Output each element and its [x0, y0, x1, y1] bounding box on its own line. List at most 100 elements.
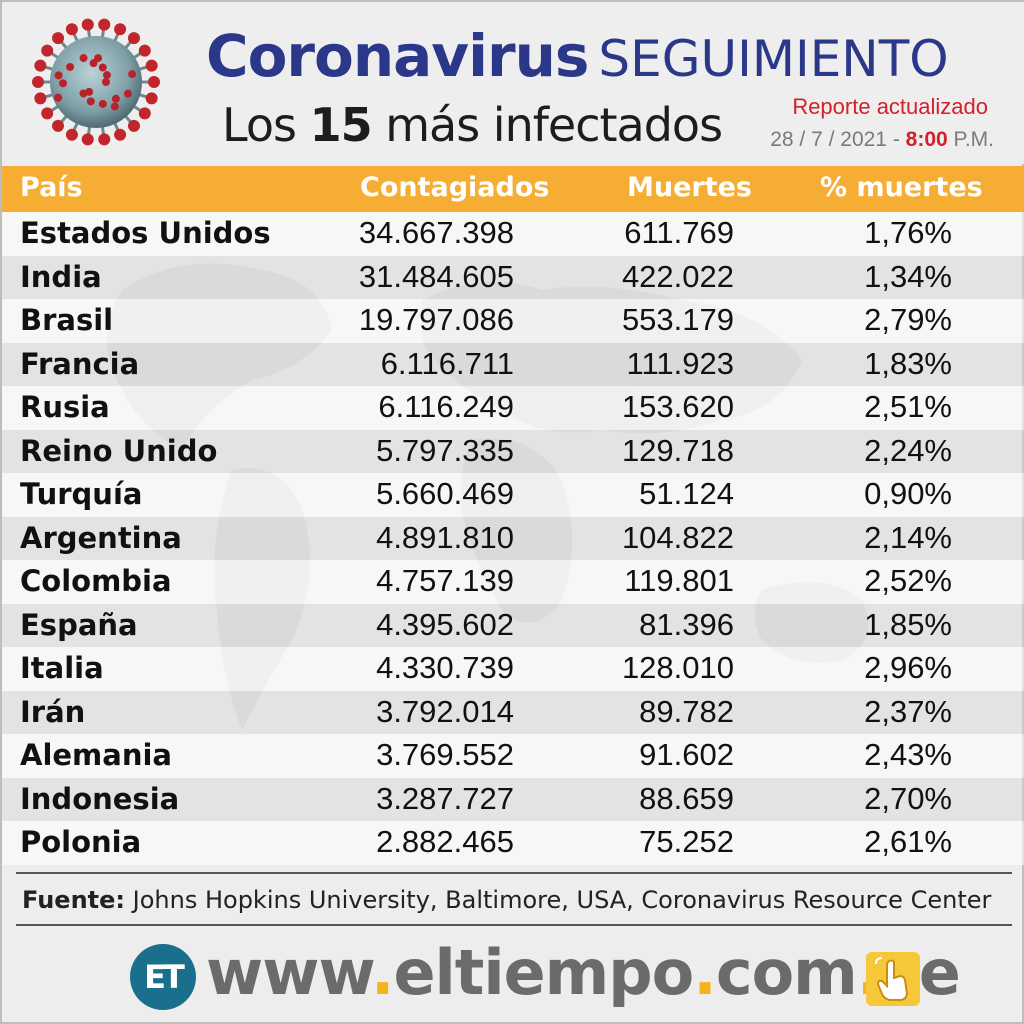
virus-spike-tip	[52, 119, 65, 132]
virus-spike-tip	[114, 128, 127, 141]
table-row: Francia 6.116.711 111.923 1,83%	[2, 342, 1024, 386]
virus-spike-tip	[148, 76, 160, 88]
title-sub: SEGUIMIENTO	[598, 30, 949, 88]
virus-surface-dot	[110, 102, 119, 111]
cell-death-rate: 1,34%	[864, 258, 952, 294]
virus-surface-dot	[79, 54, 88, 63]
cell-death-rate: 1,83%	[864, 345, 952, 381]
cell-deaths: 75.252	[639, 824, 734, 859]
cell-country: Francia	[20, 346, 140, 381]
cell-country: Italia	[20, 651, 104, 685]
url-part: www	[206, 936, 372, 1009]
column-header-cases: Contagiados	[360, 172, 550, 203]
table-row: España 4.395.602 81.396 1,85%	[2, 603, 1024, 647]
cell-death-rate: 2,43%	[864, 737, 952, 772]
virus-spike-tip	[34, 92, 47, 105]
website-url[interactable]: www.eltiempo.com.ve	[206, 936, 961, 1009]
virus-spike-tip	[41, 107, 54, 120]
cell-deaths: 129.718	[621, 432, 734, 468]
cell-country: Brasil	[20, 303, 114, 337]
cell-country: Indonesia	[20, 781, 180, 816]
cell-deaths: 81.396	[639, 606, 734, 642]
cell-deaths: 51.124	[639, 476, 734, 511]
column-header-country: País	[20, 172, 83, 203]
cell-death-rate: 2,79%	[864, 302, 952, 337]
virus-spike-tip	[98, 18, 111, 31]
cell-cases: 31.484.605	[358, 258, 514, 294]
virus-spikes	[32, 18, 160, 146]
cell-deaths: 91.602	[639, 737, 734, 772]
virus-spike-tip	[138, 107, 151, 120]
cell-death-rate: 2,14%	[864, 519, 952, 555]
cell-cases: 5.660.469	[376, 476, 514, 511]
virus-surface-dot	[111, 94, 120, 103]
table-row: Turquía 5.660.469 51.124 0,90%	[2, 473, 1024, 517]
cell-death-rate: 2,70%	[864, 780, 952, 816]
data-table: País Contagiados Muertes % muertes Estad…	[2, 166, 1024, 874]
virus-spike-tip	[81, 18, 94, 31]
column-header-deaths: Muertes	[627, 172, 753, 203]
cell-cases: 3.769.552	[376, 737, 514, 772]
report-label: Reporte actualizado	[792, 94, 988, 119]
table-row: Estados Unidos 34.667.398 611.769 1,76%	[2, 212, 1024, 256]
virus-spike-tip	[138, 44, 151, 57]
table-row: Alemania 3.769.552 91.602 2,43%	[2, 734, 1024, 778]
cell-cases: 34.667.398	[358, 215, 514, 250]
header: Coronavirus SEGUIMIENTO Los 15 más infect…	[2, 2, 1024, 164]
virus-surface-dot	[86, 97, 95, 106]
subtitle-number: 15	[309, 98, 373, 152]
table-row: Colombia 4.757.139 119.801 2,52%	[2, 560, 1024, 604]
cell-deaths: 111.923	[626, 345, 734, 381]
coronavirus-icon	[32, 18, 160, 146]
cell-country: Turquía	[20, 477, 143, 511]
cell-deaths: 119.801	[624, 563, 734, 598]
cell-cases: 6.116.249	[378, 389, 514, 424]
virus-surface-dot	[54, 71, 63, 80]
cell-death-rate: 1,85%	[864, 606, 952, 642]
source-label: Fuente:	[22, 886, 125, 914]
cell-country: Polonia	[20, 825, 142, 859]
cell-cases: 4.395.602	[376, 606, 514, 642]
url-part: eltiempo	[393, 936, 694, 1009]
table-row: India 31.484.605 422.022 1,34%	[2, 255, 1024, 299]
virus-surface-dot	[89, 59, 98, 68]
cell-deaths: 422.022	[621, 258, 734, 294]
cell-death-rate: 2,52%	[864, 563, 952, 598]
title-main: Coronavirus	[206, 22, 589, 90]
source-text: Johns Hopkins University, Baltimore, USA…	[132, 886, 992, 914]
cell-country: Colombia	[20, 564, 172, 598]
cell-cases: 3.792.014	[376, 693, 514, 729]
report-date: 28 / 7 / 2021 - 8:00 P.M.	[770, 128, 994, 152]
virus-surface-dot	[54, 93, 63, 102]
cell-death-rate: 2,24%	[864, 432, 952, 468]
cell-country: India	[20, 259, 102, 294]
page-title: Coronavirus SEGUIMIENTO	[206, 22, 949, 90]
pointing-hand-icon	[866, 952, 920, 1006]
divider-bottom	[16, 924, 1012, 926]
subtitle: Los 15 más infectados	[222, 98, 723, 152]
virus-spike-tip	[145, 59, 158, 72]
table-row: Argentina 4.891.810 104.822 2,14%	[2, 516, 1024, 560]
table-row: Irán 3.792.014 89.782 2,37%	[2, 690, 1024, 734]
virus-spike-tip	[81, 133, 94, 146]
virus-dots	[54, 54, 137, 111]
cell-death-rate: 1,76%	[864, 215, 952, 250]
url-dot: .	[370, 936, 395, 1009]
virus-surface-dot	[123, 89, 132, 98]
cell-country: Irán	[20, 694, 86, 729]
cell-deaths: 153.620	[621, 389, 734, 424]
cell-deaths: 89.782	[639, 693, 734, 729]
table-row: Rusia 6.116.249 153.620 2,51%	[2, 386, 1024, 430]
report-hour: 8:00	[905, 128, 948, 151]
table-row: Polonia 2.882.465 75.252 2,61%	[2, 821, 1024, 865]
table-row: Reino Unido 5.797.335 129.718 2,24%	[2, 429, 1024, 473]
virus-spike-tip	[34, 59, 47, 72]
divider-top	[16, 872, 1012, 874]
virus-spike-tip	[32, 76, 44, 88]
cell-cases: 4.330.739	[376, 650, 514, 685]
virus-spike-tip	[65, 128, 78, 141]
virus-surface-dot	[128, 70, 137, 79]
subtitle-suffix: más infectados	[385, 98, 723, 152]
virus-spike-tip	[52, 32, 65, 45]
